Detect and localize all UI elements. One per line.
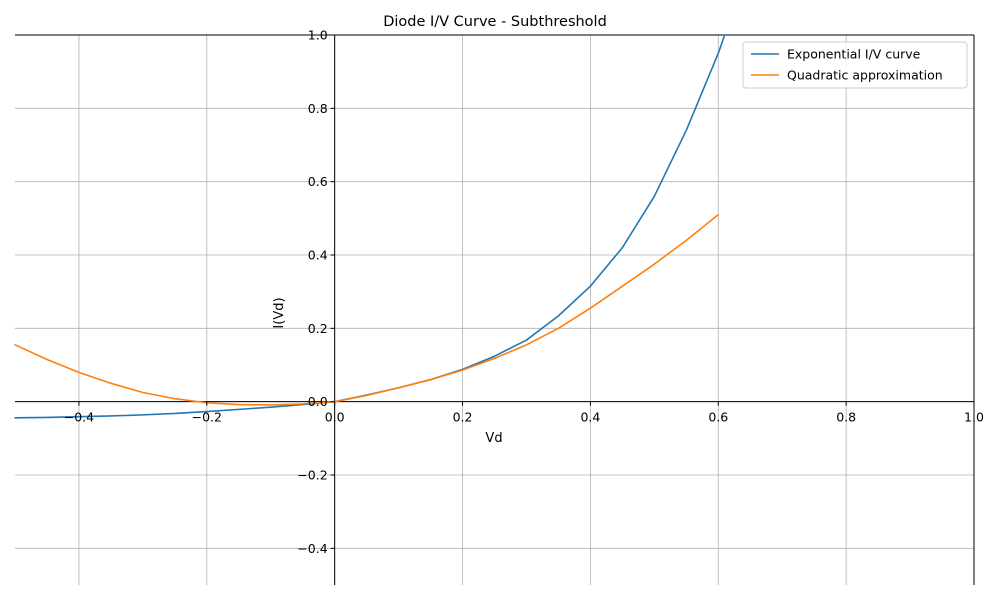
axes <box>15 34 975 585</box>
y-tick-label: 1.0 <box>308 28 328 43</box>
x-tick-label: 0.6 <box>708 410 728 425</box>
series-line-quadratic <box>14 213 720 406</box>
x-tick-label: −0.4 <box>64 410 94 425</box>
x-tick-label: 1.0 <box>964 410 984 425</box>
legend-box <box>742 41 968 89</box>
chart-title: Diode I/V Curve - Subthreshold <box>383 14 607 30</box>
legend-label-quadratic: Quadratic approximation <box>787 68 943 83</box>
tick-labels: −0.4 −0.2 0.0 0.2 0.4 0.6 0.8 1.0 −0.4 −0.2 0.0 0.2… <box>64 28 984 556</box>
x-tick-label: 0.8 <box>836 410 856 425</box>
series-lines <box>14 34 726 419</box>
legend: Exponential I/V curve Quadratic approxim… <box>742 41 968 89</box>
y-tick-label: 0.8 <box>308 101 328 116</box>
x-tick-label: 0.2 <box>453 410 473 425</box>
y-tick-label: 0.0 <box>308 394 328 409</box>
y-tick-label: 0.6 <box>308 174 328 189</box>
y-tick-label: 0.4 <box>308 248 328 263</box>
y-tick-label: −0.2 <box>297 468 327 483</box>
y-tick-label: 0.2 <box>308 321 328 336</box>
x-tick-label: 0.4 <box>580 410 600 425</box>
y-tick-label: −0.4 <box>297 541 327 556</box>
legend-label-exponential: Exponential I/V curve <box>787 47 921 62</box>
y-axis-label: I(Vd) <box>272 297 287 328</box>
x-tick-label: 0.0 <box>325 410 345 425</box>
x-axis-label: Vd <box>485 431 502 446</box>
x-tick-label: −0.2 <box>192 410 222 425</box>
